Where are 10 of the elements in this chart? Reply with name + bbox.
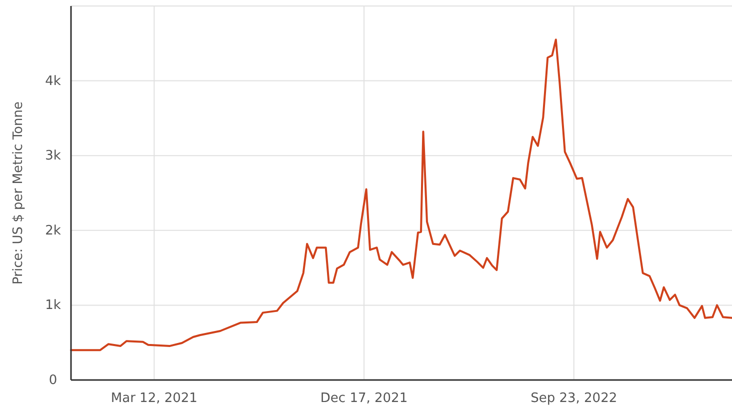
y-tick-label: 2k xyxy=(45,223,62,238)
y-tick-label: 3k xyxy=(45,148,62,164)
y-tick-label: 1k xyxy=(45,298,62,314)
x-tick-label: Sep 23, 2022 xyxy=(530,391,618,406)
x-tick-label: Mar 12, 2021 xyxy=(110,391,198,406)
y-axis-title: Price: US $ per Metric Tonne xyxy=(11,102,26,284)
y-tick-label: 4k xyxy=(45,74,62,89)
line-series xyxy=(70,38,732,352)
y-tick-label: 0 xyxy=(48,373,58,388)
x-tick-label: Dec 17, 2021 xyxy=(320,391,408,406)
